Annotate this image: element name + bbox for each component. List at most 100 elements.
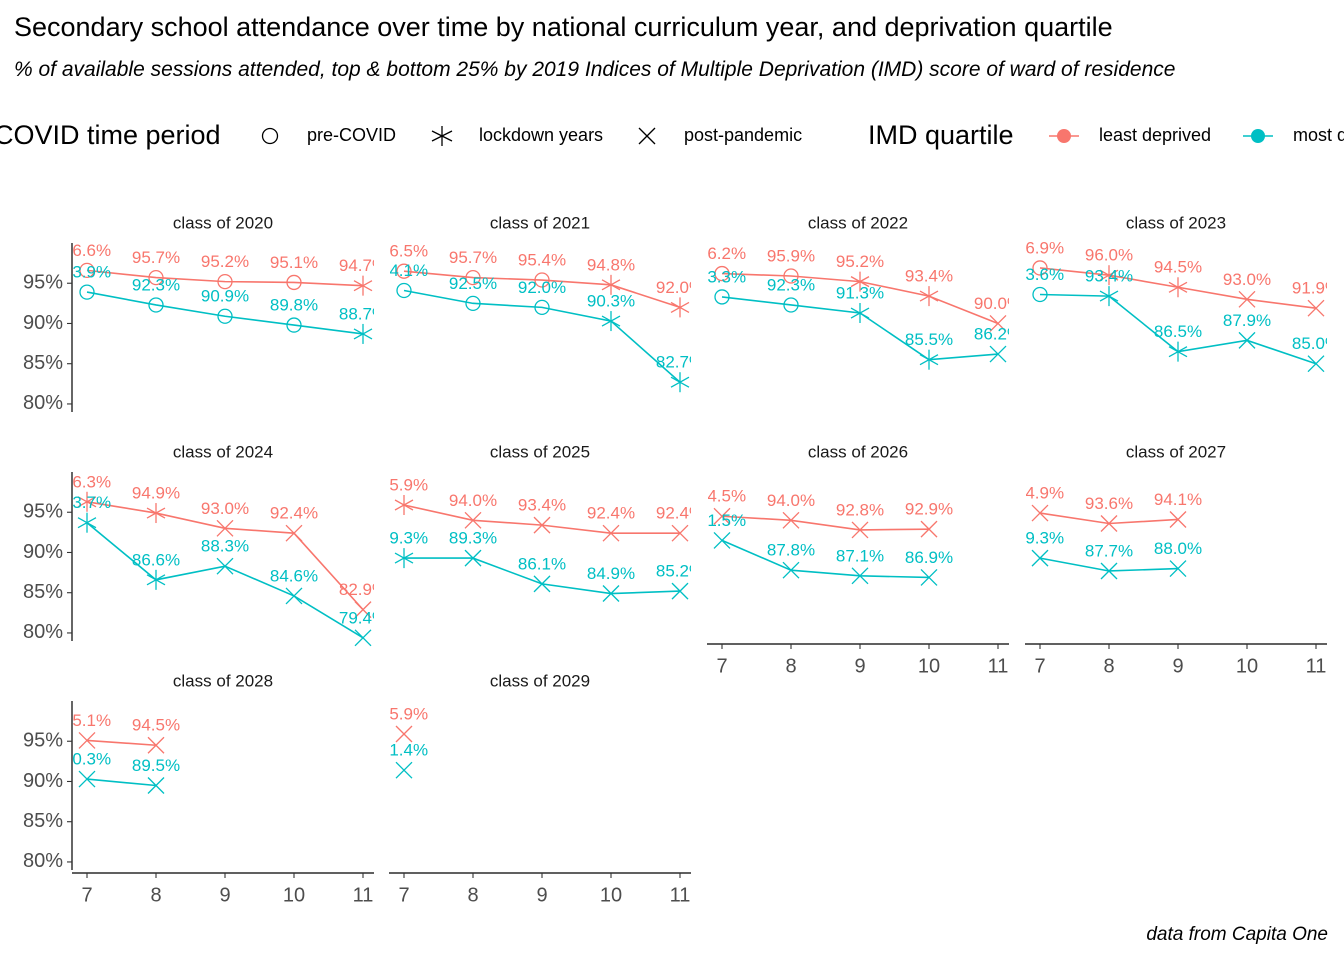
data-point bbox=[1099, 265, 1119, 286]
y-tick-label: 95% bbox=[23, 501, 63, 523]
data-point bbox=[216, 519, 234, 537]
data-point bbox=[714, 265, 730, 282]
marker-stroke bbox=[353, 280, 373, 292]
marker-stroke bbox=[782, 561, 800, 579]
data-point bbox=[1168, 341, 1188, 362]
data-label: 86.1% bbox=[518, 554, 566, 573]
marker-stroke bbox=[1238, 290, 1256, 308]
series-line bbox=[86, 291, 364, 335]
data-point bbox=[77, 512, 97, 533]
marker-stroke bbox=[354, 601, 372, 619]
series-line bbox=[1039, 512, 1179, 525]
data-label: 92.3% bbox=[132, 275, 180, 294]
panel-content: 94.9% 93.6% 94.1% 89.3% 87.7% 88.0% bbox=[1026, 484, 1202, 580]
facet-panel: class of 2026 7 8 9 10 11 94.5% 94.0% 92.8% 92.9%… bbox=[707, 442, 1009, 677]
data-label: 91.3% bbox=[836, 283, 884, 302]
x-tick-label: 10 bbox=[283, 884, 305, 906]
series-line bbox=[721, 515, 930, 531]
facet-panel: class of 2029 7 8 9 10 11 95.9% 91.4% bbox=[389, 671, 691, 906]
marker-stroke bbox=[1031, 549, 1049, 567]
data-point bbox=[1238, 290, 1256, 308]
marker-stroke bbox=[1169, 560, 1187, 578]
marker-stroke bbox=[146, 574, 166, 586]
data-label: 94.0% bbox=[449, 491, 497, 510]
x-tick-label: 11 bbox=[1306, 655, 1327, 677]
data-point bbox=[919, 286, 939, 307]
data-label: 94.1% bbox=[380, 261, 428, 280]
legend-imd-title: IMD quartile bbox=[868, 120, 1014, 150]
marker-stroke bbox=[216, 519, 234, 537]
panel-content: 96.3% 94.9% 93.0% 92.4% 82.9% 93.7% 86.6% 88.3%… bbox=[73, 472, 374, 647]
data-point bbox=[146, 503, 166, 524]
data-point bbox=[533, 575, 551, 593]
legend-line-icon bbox=[1243, 129, 1273, 143]
open-circle-icon bbox=[261, 127, 279, 145]
data-point bbox=[396, 282, 412, 299]
marker-stroke bbox=[285, 524, 303, 542]
marker-stroke bbox=[77, 496, 97, 508]
data-label: 95.2% bbox=[836, 252, 884, 271]
marker-stroke bbox=[919, 354, 939, 366]
facet-title: class of 2028 bbox=[173, 671, 273, 690]
marker-stroke bbox=[146, 507, 166, 519]
facet-title: class of 2021 bbox=[490, 213, 590, 232]
data-point bbox=[395, 761, 413, 779]
panel-content: 94.5% 94.0% 92.8% 92.9% 91.5% 87.8% 87.1% 86.9% bbox=[708, 487, 953, 586]
data-label: 94.8% bbox=[587, 255, 635, 274]
x-tick-label: 7 bbox=[81, 884, 92, 906]
marker-stroke bbox=[851, 521, 869, 539]
data-point bbox=[464, 511, 482, 529]
cross-icon bbox=[638, 127, 656, 145]
data-point bbox=[989, 315, 1007, 332]
facet-title: class of 2029 bbox=[490, 671, 590, 690]
data-label: 96.6% bbox=[63, 241, 111, 260]
marker-stroke bbox=[1307, 299, 1325, 317]
facet-panel: class of 2020 80% 85% 90% 95%96.6% 95.7% 95.2%… bbox=[23, 213, 374, 414]
marker-stroke bbox=[354, 629, 372, 647]
marker-stroke bbox=[601, 315, 621, 327]
data-point bbox=[1168, 277, 1188, 298]
data-label: 85.2% bbox=[656, 562, 704, 581]
series-line bbox=[86, 500, 364, 611]
marker-stroke bbox=[602, 585, 620, 602]
data-point bbox=[353, 275, 373, 296]
data-label: 92.5% bbox=[449, 274, 497, 293]
data-point bbox=[919, 349, 939, 370]
data-label: 89.8% bbox=[270, 296, 318, 315]
marker-stroke bbox=[394, 499, 414, 511]
x-tick-label: 11 bbox=[988, 655, 1009, 677]
series-line bbox=[86, 739, 157, 747]
y-tick-label: 80% bbox=[23, 850, 63, 872]
facet-title: class of 2027 bbox=[1126, 442, 1226, 461]
x-tick-label: 9 bbox=[1172, 655, 1183, 677]
x-tick-label: 7 bbox=[1034, 655, 1045, 677]
marker-stroke bbox=[147, 777, 165, 794]
data-label: 85.0% bbox=[1292, 334, 1340, 353]
chart-subtitle: % of available sessions attended, top & … bbox=[14, 58, 1176, 81]
data-point bbox=[285, 524, 303, 542]
data-label: 92.0% bbox=[656, 278, 704, 297]
facet-title: class of 2025 bbox=[490, 442, 590, 461]
marker-stroke bbox=[1168, 281, 1188, 293]
data-label: 92.3% bbox=[767, 275, 815, 294]
panel-content: 95.9% 91.4% bbox=[390, 704, 428, 779]
data-point bbox=[286, 317, 302, 333]
data-label: 93.9% bbox=[63, 263, 111, 282]
marker-stroke bbox=[394, 552, 414, 564]
y-tick-label: 90% bbox=[23, 541, 63, 563]
marker-stroke bbox=[1100, 515, 1118, 532]
y-tick-label: 90% bbox=[23, 770, 63, 792]
data-label: 92.0% bbox=[518, 278, 566, 297]
y-tick-label: 85% bbox=[23, 810, 63, 832]
data-point bbox=[601, 274, 621, 295]
data-label: 86.6% bbox=[132, 550, 180, 569]
data-label: 95.9% bbox=[767, 246, 815, 265]
data-label: 90.3% bbox=[63, 750, 111, 769]
y-tick-label: 85% bbox=[23, 352, 63, 374]
data-point bbox=[714, 289, 730, 305]
data-label: 93.4% bbox=[1085, 267, 1133, 286]
marker-stroke bbox=[464, 511, 482, 529]
marker-stroke bbox=[533, 575, 551, 593]
data-point bbox=[851, 567, 869, 585]
